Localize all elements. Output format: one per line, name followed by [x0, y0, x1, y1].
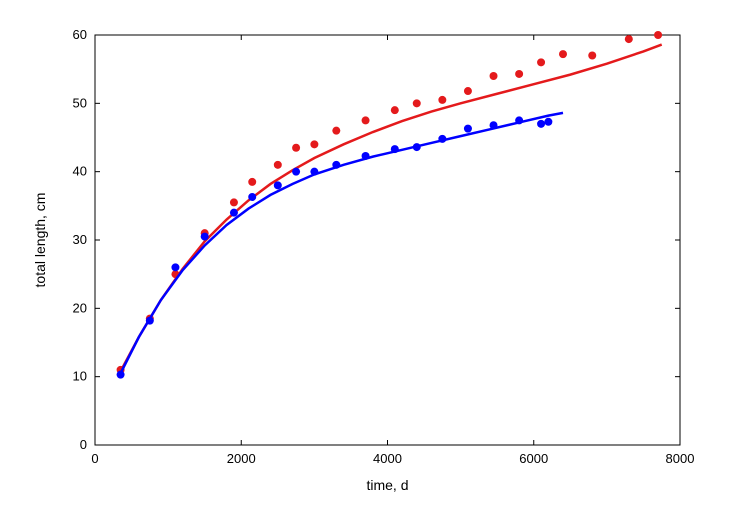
- data-point-red: [362, 116, 370, 124]
- data-point-red: [230, 198, 238, 206]
- data-point-blue: [464, 125, 472, 133]
- data-point-red: [248, 178, 256, 186]
- data-point-blue: [274, 181, 282, 189]
- y-tick-label: 10: [73, 369, 87, 384]
- data-point-red: [332, 127, 340, 135]
- data-point-blue: [201, 233, 209, 241]
- data-point-blue: [230, 209, 238, 217]
- data-point-red: [292, 144, 300, 152]
- y-tick-label: 30: [73, 232, 87, 247]
- data-point-red: [515, 70, 523, 78]
- data-point-red: [537, 58, 545, 66]
- x-tick-label: 8000: [666, 451, 695, 466]
- data-point-red: [274, 161, 282, 169]
- data-point-red: [625, 35, 633, 43]
- x-tick-label: 0: [91, 451, 98, 466]
- x-axis-label: time, d: [366, 477, 408, 493]
- data-point-blue: [332, 161, 340, 169]
- data-point-blue: [438, 135, 446, 143]
- x-tick-label: 6000: [519, 451, 548, 466]
- chart-svg: 0 2000 4000 6000 8000 0 10 20 30 40 50 60 time, d tot…: [0, 0, 729, 521]
- data-point-blue: [310, 168, 318, 176]
- data-point-red: [490, 72, 498, 80]
- data-point-blue: [537, 120, 545, 128]
- x-tick-label: 4000: [373, 451, 402, 466]
- y-tick-label: 40: [73, 164, 87, 179]
- data-point-red: [464, 87, 472, 95]
- data-point-blue: [292, 168, 300, 176]
- y-axis-label: total length, cm: [32, 193, 48, 288]
- data-point-red: [654, 31, 662, 39]
- data-point-red: [413, 99, 421, 107]
- data-point-blue: [171, 263, 179, 271]
- y-tick-label: 60: [73, 27, 87, 42]
- data-point-blue: [413, 143, 421, 151]
- y-tick-label: 50: [73, 95, 87, 110]
- data-point-red: [438, 96, 446, 104]
- data-point-red: [588, 52, 596, 60]
- y-tick-label: 0: [80, 437, 87, 452]
- x-tick-label: 2000: [227, 451, 256, 466]
- data-point-blue: [362, 152, 370, 160]
- data-point-blue: [391, 145, 399, 153]
- data-point-red: [559, 50, 567, 58]
- data-point-red: [310, 140, 318, 148]
- data-point-blue: [515, 116, 523, 124]
- growth-chart: 0 2000 4000 6000 8000 0 10 20 30 40 50 60 time, d tot…: [0, 0, 729, 521]
- data-point-blue: [146, 317, 154, 325]
- plot-area: [95, 35, 680, 445]
- data-point-blue: [544, 118, 552, 126]
- data-point-blue: [248, 193, 256, 201]
- data-point-blue: [490, 121, 498, 129]
- data-point-red: [391, 106, 399, 114]
- y-tick-label: 20: [73, 300, 87, 315]
- data-point-blue: [117, 371, 125, 379]
